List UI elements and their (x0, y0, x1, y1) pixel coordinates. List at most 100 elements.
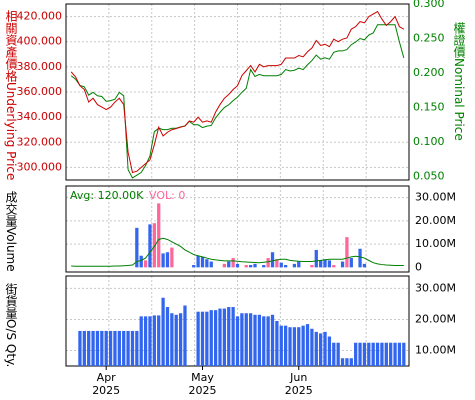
os-qty-bar (327, 336, 332, 366)
os-qty-bar (319, 333, 323, 366)
os-qty-bar (183, 305, 187, 366)
os-qty-bar (148, 316, 152, 366)
os-qty-bar (257, 314, 262, 366)
os-qty-bar (178, 313, 183, 366)
panel-frame (65, 3, 410, 181)
os-qty-bar (375, 342, 380, 366)
os-qty-bar (393, 342, 397, 366)
volume-bar (143, 260, 148, 268)
os-qty-bar (336, 342, 340, 366)
os-qty-bar (100, 330, 104, 366)
volume-bar (323, 259, 327, 268)
os-qty-bar (108, 330, 113, 366)
underlying-tick-label: 300.000 (17, 160, 63, 173)
volume-axis-label: 成交量Volume (4, 191, 18, 272)
os-qty-bar (310, 328, 314, 366)
os-qty-bar (314, 331, 318, 366)
volume-bar (270, 252, 275, 268)
os-qty-bar (349, 358, 353, 366)
volume-bar (244, 265, 248, 268)
os-qty-bar (240, 313, 244, 366)
os-qty-bar (113, 330, 117, 366)
volume-bar (231, 258, 235, 268)
price-panel: 300.000 320.000 340.000 360.000 380.000 400.0… (17, 0, 445, 183)
os-qty-bar (122, 330, 126, 366)
nominal-price-axis-label: 權證價Nominal Price (452, 22, 466, 141)
os-label-en: O/S Qty. (4, 319, 18, 368)
os-qty-bar (323, 331, 327, 366)
os-qty-bar (157, 315, 161, 366)
volume-bar (165, 252, 170, 268)
x-month-label: Apr (97, 371, 117, 384)
nominal-tick-label: 0.100 (413, 135, 445, 148)
nominal-tick-label: 0.250 (413, 32, 445, 45)
volume-bar (196, 255, 200, 268)
volume-bar (362, 263, 367, 268)
os-qty-bar (284, 325, 288, 366)
os-qty-bar (95, 330, 100, 366)
underlying-tick-label: 400.000 (17, 35, 63, 48)
os-qty-bar (200, 311, 205, 366)
os-qty-bar (82, 330, 86, 366)
underlying-price-line (70, 10, 405, 174)
volume-bar (248, 265, 253, 268)
os-qty-bar (402, 342, 406, 366)
os-label-zh: 街貨量 (4, 283, 18, 319)
os-tick-label: 10.00M (415, 343, 456, 356)
nominal-label-en: Nominal Price (452, 58, 466, 141)
underlying-tick-label: 360.000 (17, 85, 63, 98)
volume-label-en: Volume (4, 227, 18, 272)
os-qty-bar (135, 330, 139, 366)
os-qty-bar (362, 342, 367, 366)
volume-bar (192, 265, 196, 268)
volume-bar (358, 248, 362, 268)
volume-bar (152, 223, 156, 268)
volume-bar (139, 255, 143, 268)
volume-bar (310, 265, 314, 268)
volume-bar (319, 260, 323, 268)
os-qty-bar (222, 308, 227, 366)
os-qty-bar (205, 311, 209, 366)
os-qty-bar (244, 313, 248, 366)
volume-bar (314, 249, 318, 268)
os-qty-bar (91, 330, 95, 366)
os-qty-bar (275, 321, 279, 366)
volume-bar (200, 256, 205, 268)
os-qty-bar (165, 307, 170, 366)
volume-bar (227, 261, 231, 268)
os-qty-bar (170, 313, 174, 366)
os-qty-bar (297, 327, 301, 366)
os-qty-bar (266, 316, 270, 366)
outstanding-panel: 10.00M 20.00M 30.00M (65, 275, 456, 367)
os-qty-bar (104, 330, 108, 366)
os-qty-bar (174, 314, 178, 366)
os-qty-bar (227, 307, 231, 366)
x-year-label: 2025 (92, 384, 120, 397)
volume-bar (284, 265, 288, 268)
volume-bar (262, 265, 266, 268)
volume-bar (345, 237, 349, 268)
os-qty-bar (397, 342, 402, 366)
volume-bar (327, 260, 332, 268)
os-qty-axis-label: 街貨量O/S Qty. (4, 283, 18, 367)
os-qty-bar (231, 307, 235, 366)
os-qty-bar (209, 310, 213, 366)
nominal-label-zh: 權證價 (452, 22, 466, 58)
volume-bar (266, 258, 270, 268)
nominal-price-line (70, 24, 405, 179)
panel-frame (65, 185, 410, 273)
os-qty-bar (367, 342, 371, 366)
volume-bar (349, 258, 353, 268)
x-year-label: 2025 (285, 384, 313, 397)
legend-avg: Avg: 120.00K (70, 189, 144, 202)
os-qty-bar (196, 311, 200, 366)
volume-tick-label: 20.00M (415, 214, 456, 227)
os-qty-bar (253, 314, 257, 366)
underlying-tick-label: 340.000 (17, 110, 63, 123)
volume-bar (340, 261, 345, 268)
os-qty-bar (340, 358, 345, 366)
os-qty-bar (143, 316, 148, 366)
os-qty-bar (235, 316, 240, 366)
underlying-tick-label: 380.000 (17, 60, 63, 73)
